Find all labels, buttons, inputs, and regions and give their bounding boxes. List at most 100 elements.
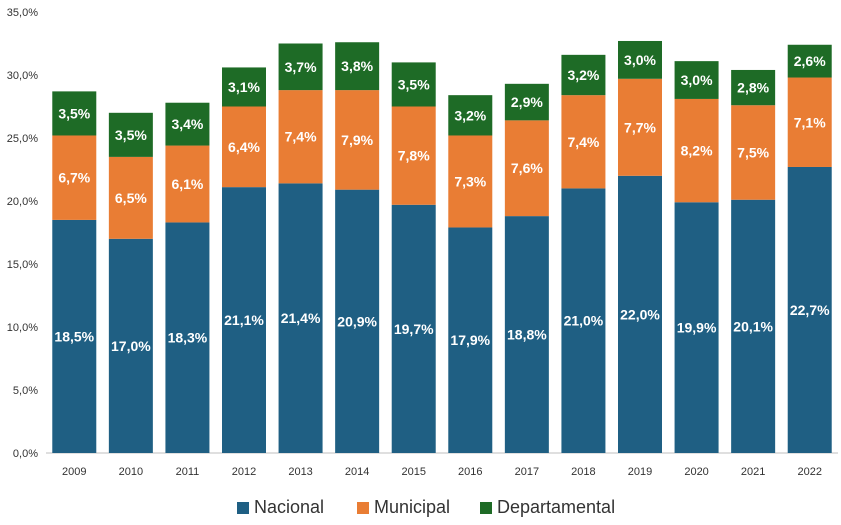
bar-nacional-2012 — [222, 187, 266, 453]
bar-departamental-2022 — [787, 44, 832, 78]
bar-departamental-2020 — [674, 61, 719, 99]
bar-municipal-2018 — [561, 95, 606, 189]
bar-municipal-2020 — [674, 98, 719, 203]
bar-nacional-2020 — [674, 202, 719, 453]
bar-municipal-2022 — [787, 77, 832, 167]
x-tick-label: 2021 — [741, 466, 765, 478]
x-tick-label: 2022 — [797, 466, 821, 478]
x-tick-label: 2015 — [401, 466, 425, 478]
data-label-departamental-2010: 3,5% — [115, 127, 147, 143]
bar-departamental-2014 — [335, 42, 380, 91]
bar-nacional-2015 — [391, 204, 436, 453]
bar-municipal-2009 — [52, 135, 97, 220]
data-label-nacional-2012: 21,1% — [224, 312, 264, 328]
x-tick-label: 2010 — [119, 466, 143, 478]
y-tick-label: 30,0% — [7, 70, 38, 82]
bar-nacional-2011 — [165, 222, 210, 453]
data-label-nacional-2016: 17,9% — [450, 332, 490, 348]
bar-departamental-2018 — [561, 54, 606, 96]
bar-departamental-2017 — [504, 83, 549, 121]
bar-municipal-2019 — [618, 78, 662, 176]
data-label-departamental-2012: 3,1% — [228, 79, 260, 95]
data-label-municipal-2019: 7,7% — [624, 119, 656, 135]
y-tick-label: 15,0% — [7, 259, 38, 271]
bar-nacional-2009 — [52, 219, 97, 453]
data-label-municipal-2012: 6,4% — [228, 139, 260, 155]
bar-nacional-2016 — [448, 227, 493, 453]
legend-swatch-departamental — [480, 502, 492, 514]
x-tick-label: 2019 — [628, 466, 652, 478]
bar-departamental-2015 — [391, 62, 436, 107]
data-label-nacional-2019: 22,0% — [620, 306, 660, 322]
x-tick-label: 2013 — [288, 466, 312, 478]
data-label-departamental-2009: 3,5% — [58, 105, 90, 121]
data-label-departamental-2016: 3,2% — [454, 107, 486, 123]
data-label-municipal-2018: 7,4% — [567, 134, 599, 150]
bar-municipal-2013 — [278, 90, 323, 184]
data-label-departamental-2011: 3,4% — [171, 116, 203, 132]
y-tick-label: 35,0% — [7, 7, 38, 19]
data-label-municipal-2016: 7,3% — [454, 173, 486, 189]
data-label-municipal-2009: 6,7% — [58, 170, 90, 186]
bar-municipal-2011 — [165, 145, 210, 223]
y-tick-label: 20,0% — [7, 196, 38, 208]
data-label-municipal-2015: 7,8% — [398, 148, 430, 164]
data-label-municipal-2014: 7,9% — [341, 132, 373, 148]
data-label-departamental-2015: 3,5% — [398, 76, 430, 92]
bar-departamental-2019 — [618, 40, 662, 79]
data-label-nacional-2011: 18,3% — [168, 330, 208, 346]
data-label-municipal-2021: 7,5% — [737, 144, 769, 160]
data-label-nacional-2022: 22,7% — [790, 302, 830, 318]
legend-label-departamental: Departamental — [497, 497, 615, 517]
legend: Nacional Municipal Departamental — [237, 497, 615, 517]
x-tick-label: 2020 — [684, 466, 708, 478]
x-tick-label: 2014 — [345, 466, 369, 478]
bars: 18,5% 6,7% 3,5% 17,0% 6,5% 3,5% 18,3% 6,1% 3,4% 2… — [52, 40, 832, 454]
bar-nacional-2017 — [504, 216, 549, 453]
bar-departamental-2021 — [731, 69, 776, 106]
data-label-municipal-2022: 7,1% — [794, 114, 826, 130]
data-label-departamental-2020: 3,0% — [681, 72, 713, 88]
data-label-departamental-2022: 2,6% — [794, 53, 826, 69]
bar-municipal-2015 — [391, 106, 436, 205]
bar-municipal-2021 — [731, 105, 776, 200]
legend-swatch-municipal — [357, 502, 369, 514]
data-label-departamental-2021: 2,8% — [737, 80, 769, 96]
y-tick-label: 25,0% — [7, 133, 38, 145]
bar-municipal-2010 — [108, 156, 153, 239]
x-axis-ticks: 2009 2010 2011 2012 2013 2014 2015 2016 2017 2018… — [62, 466, 822, 478]
data-label-nacional-2010: 17,0% — [111, 338, 151, 354]
x-tick-label: 2016 — [458, 466, 482, 478]
data-label-municipal-2010: 6,5% — [115, 190, 147, 206]
bar-municipal-2016 — [448, 135, 493, 228]
bar-departamental-2010 — [108, 112, 153, 157]
y-tick-label: 5,0% — [13, 385, 38, 397]
data-label-departamental-2014: 3,8% — [341, 58, 373, 74]
bar-municipal-2012 — [222, 106, 266, 188]
bar-departamental-2016 — [448, 95, 493, 136]
data-label-nacional-2009: 18,5% — [54, 328, 94, 344]
data-label-municipal-2013: 7,4% — [285, 129, 317, 145]
x-tick-label: 2018 — [571, 466, 595, 478]
bar-nacional-2013 — [278, 183, 323, 454]
data-label-nacional-2020: 19,9% — [677, 320, 717, 336]
x-tick-label: 2011 — [176, 466, 200, 478]
legend-label-nacional: Nacional — [254, 497, 324, 517]
y-axis-ticks: 0,0% 5,0% 10,0% 15,0% 20,0% 25,0% 30,0% 35,0% — [7, 7, 38, 460]
bar-nacional-2019 — [618, 175, 662, 454]
data-label-municipal-2017: 7,6% — [511, 160, 543, 176]
data-label-departamental-2017: 2,9% — [511, 94, 543, 110]
bar-nacional-2022 — [787, 166, 832, 454]
bar-departamental-2012 — [222, 67, 266, 107]
legend-swatch-nacional — [237, 502, 249, 514]
bar-municipal-2017 — [504, 120, 549, 217]
data-label-departamental-2019: 3,0% — [624, 52, 656, 68]
data-label-departamental-2018: 3,2% — [567, 67, 599, 83]
data-label-nacional-2015: 19,7% — [394, 321, 434, 337]
x-tick-label: 2009 — [62, 466, 86, 478]
bar-departamental-2013 — [278, 43, 323, 91]
legend-label-municipal: Municipal — [374, 497, 450, 517]
bar-nacional-2010 — [108, 238, 153, 453]
bar-municipal-2014 — [335, 90, 380, 190]
